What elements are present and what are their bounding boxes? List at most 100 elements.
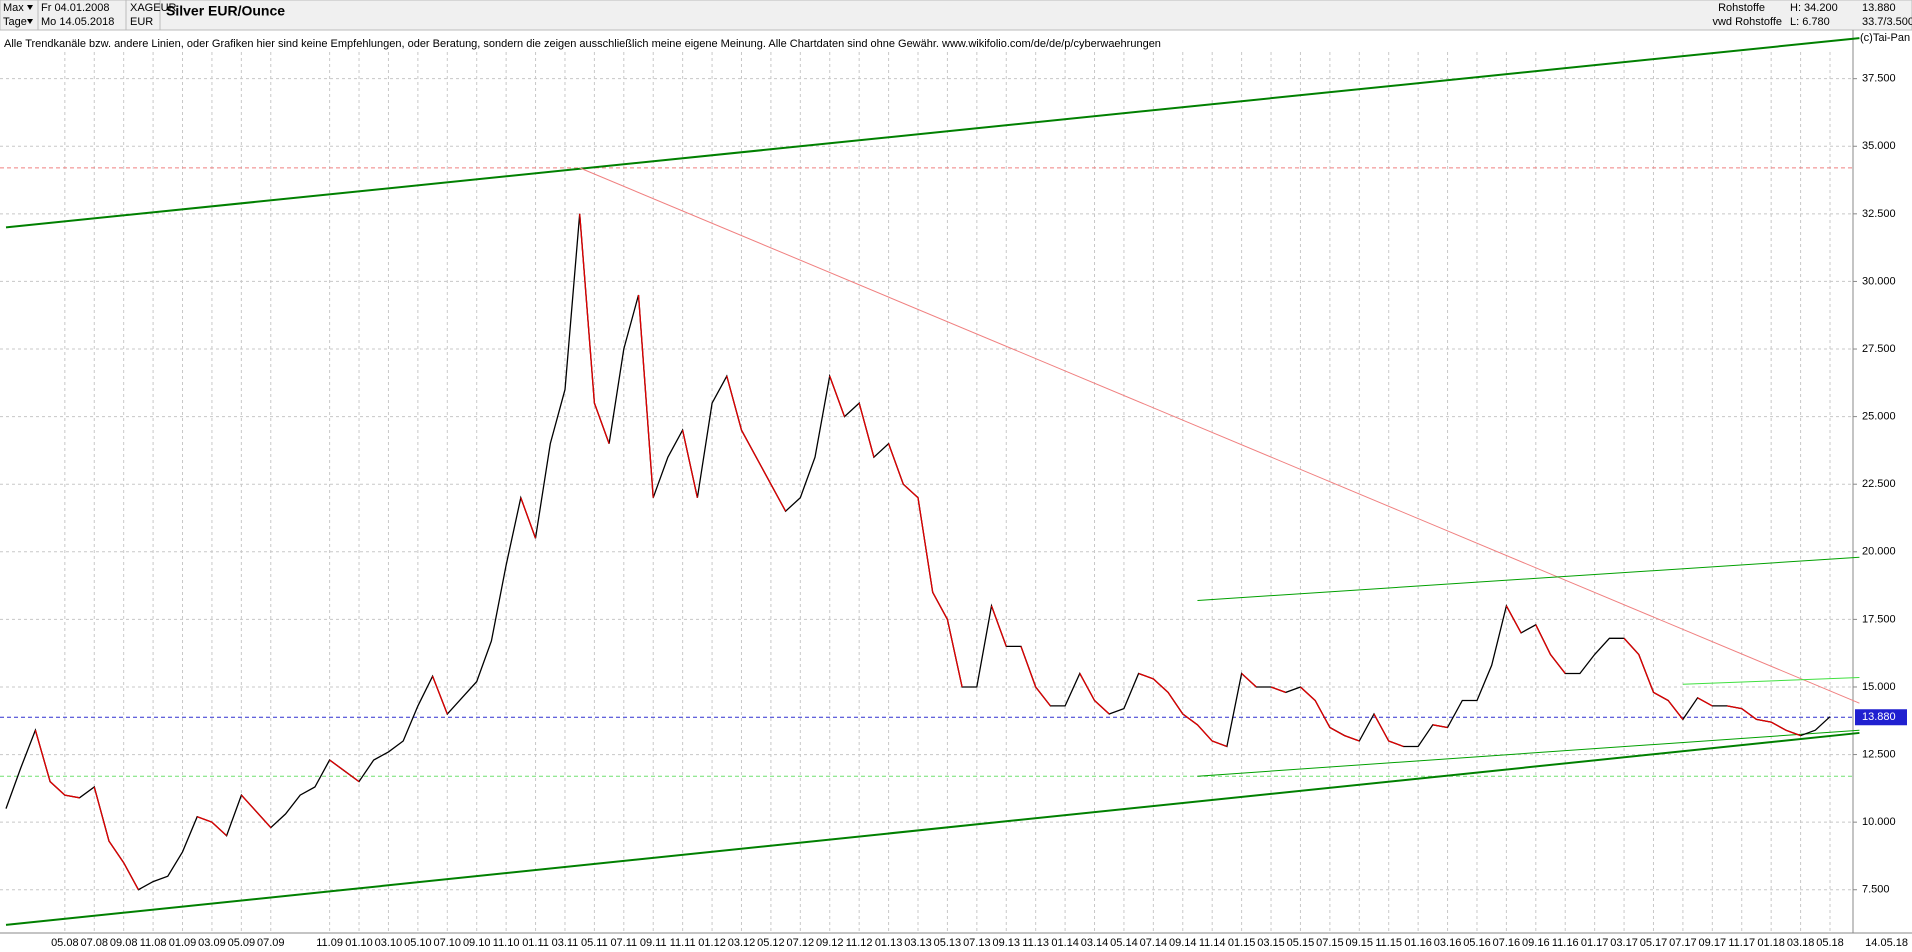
down-segment: [1152, 678, 1169, 693]
x-tick-label: 01.10: [345, 937, 373, 949]
x-tick-label: 03.10: [375, 937, 403, 949]
last-value-label: 13.880: [1862, 711, 1896, 723]
x-tick-label: 05.13: [934, 937, 962, 949]
y-tick-label: 25.000: [1862, 411, 1896, 423]
x-tick-label: 03.09: [198, 937, 226, 949]
x-tick-label: 01.16: [1404, 937, 1432, 949]
down-segment: [1314, 700, 1331, 728]
x-tick-label: 05.15: [1287, 937, 1315, 949]
x-tick-label: 01.11: [522, 937, 549, 949]
x-tick-label: 05.18: [1816, 937, 1844, 949]
down-segment: [1270, 686, 1286, 693]
market: Rohstoffe: [1718, 2, 1765, 14]
x-tick-label: 01.18: [1757, 937, 1785, 949]
x-tick-label: 05.10: [404, 937, 432, 949]
x-tick-label: 03.13: [904, 937, 932, 949]
interval-select[interactable]: Tage: [3, 16, 27, 28]
down-segment: [1094, 700, 1110, 715]
down-segment: [1785, 729, 1801, 737]
x-tick-label: 05.11: [581, 937, 608, 949]
down-segment: [1550, 654, 1566, 674]
trend-line: [1682, 677, 1860, 685]
down-segment: [1329, 726, 1345, 737]
end-date: Mo 14.05.2018: [41, 16, 114, 28]
high: H: 34.200: [1790, 2, 1838, 14]
down-segment: [211, 821, 228, 837]
period-select[interactable]: Max: [3, 2, 24, 14]
x-tick-label: 07.16: [1493, 937, 1521, 949]
down-segment: [770, 483, 787, 512]
down-segment: [49, 781, 66, 796]
y-tick-label: 7.500: [1862, 884, 1890, 896]
down-segment: [946, 619, 963, 688]
y-tick-label: 10.000: [1862, 816, 1896, 828]
x-tick-label: 11.11: [670, 937, 696, 949]
x-tick-label: 09.08: [110, 937, 138, 949]
down-segment: [990, 605, 1007, 647]
x-tick-label: 09.15: [1346, 937, 1374, 949]
down-segment: [1697, 697, 1713, 707]
x-tick-label: 09.12: [816, 937, 844, 949]
down-segment: [740, 429, 757, 458]
x-tick-label: 07.10: [434, 937, 462, 949]
dropdown-arrow[interactable]: [27, 5, 33, 10]
x-tick-label: 03.11: [552, 937, 579, 949]
x-tick-label: 11.17: [1728, 937, 1755, 949]
x-tick-label: 01.14: [1051, 937, 1079, 949]
x-tick-label: 05.16: [1463, 937, 1491, 949]
down-segment: [1300, 686, 1316, 701]
down-segment: [1535, 624, 1552, 655]
down-segment: [255, 810, 272, 828]
last-value-box: [1855, 709, 1907, 726]
x-tick-label: 11.12: [846, 937, 873, 949]
y-tick-label: 20.000: [1862, 546, 1896, 558]
range: 33.7/3.500: [1862, 16, 1912, 28]
x-tick-label: 01.13: [875, 937, 903, 949]
down-segment: [93, 786, 110, 842]
x-tick-label: 09.17: [1699, 937, 1727, 949]
x-tick-label: 01.15: [1228, 937, 1256, 949]
down-segment: [1211, 740, 1228, 748]
x-tick-label: 03.15: [1257, 937, 1285, 949]
down-segment: [829, 375, 846, 417]
down-segment: [682, 429, 698, 498]
down-segment: [858, 402, 875, 458]
down-segment: [1373, 713, 1390, 742]
x-tick-label: 05.14: [1110, 937, 1138, 949]
down-segment: [1197, 724, 1213, 742]
trend-line: [1197, 556, 1860, 601]
down-segment: [1020, 646, 1037, 688]
x-tick-label: 11.09: [316, 937, 343, 949]
down-segment: [1138, 672, 1154, 680]
x-tick-label: 07.08: [80, 937, 108, 949]
y-tick-label: 27.500: [1862, 343, 1896, 355]
down-segment: [1241, 672, 1257, 688]
x-tick-label: 07.14: [1140, 937, 1168, 949]
trend-line: [579, 167, 1860, 704]
down-segment: [579, 213, 596, 404]
y-tick-label: 12.500: [1862, 748, 1896, 760]
down-segment: [240, 794, 257, 812]
trend-line: [5, 731, 1860, 926]
trend-line: [5, 37, 1860, 229]
down-segment: [329, 759, 345, 772]
x-tick-label: 07.15: [1316, 937, 1344, 949]
down-segment: [1653, 691, 1669, 702]
down-segment: [431, 675, 448, 715]
down-segment: [64, 794, 80, 799]
x-tick-label: 09.13: [992, 937, 1020, 949]
down-segment: [902, 483, 919, 499]
down-segment: [123, 862, 139, 891]
currency: EUR: [130, 16, 153, 28]
y-tick-label: 30.000: [1862, 275, 1896, 287]
down-segment: [1623, 637, 1640, 655]
down-segment: [1344, 735, 1360, 742]
dropdown-arrow[interactable]: [27, 19, 33, 24]
disclaimer: Alle Trendkanäle bzw. andere Linien, ode…: [4, 38, 1161, 50]
x-tick-label: 11.10: [493, 937, 520, 949]
x-tick-label: 07.17: [1669, 937, 1697, 949]
down-segment: [1756, 718, 1772, 723]
down-segment: [34, 730, 51, 782]
